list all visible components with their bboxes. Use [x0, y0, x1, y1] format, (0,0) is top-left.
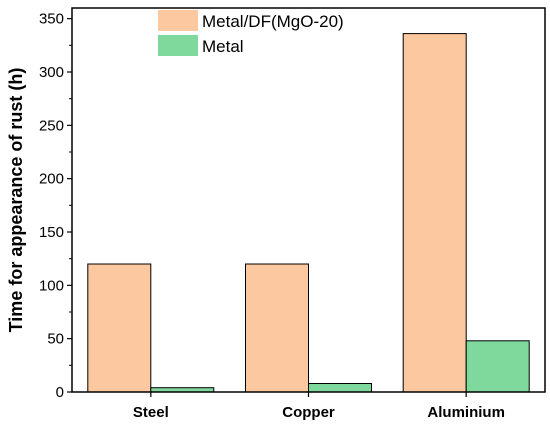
y-axis-title: Time for appearance of rust (h) [6, 68, 26, 333]
bar-steel-series-1 [87, 263, 152, 393]
bar-copper-series-2 [308, 383, 372, 393]
legend-swatch-1 [158, 10, 198, 31]
legend-label-2: Metal [202, 37, 244, 56]
x-tick-label-steel: Steel [133, 404, 169, 421]
y-tick-label: 100 [39, 277, 64, 294]
y-tick-label: 150 [39, 224, 64, 241]
y-tick-label: 250 [39, 117, 64, 134]
x-tick-label-copper: Copper [282, 404, 335, 421]
legend-swatch-2 [158, 35, 198, 56]
y-tick-label: 200 [39, 171, 64, 188]
bar-copper-series-1 [245, 263, 309, 393]
x-tick-label-aluminium: Aluminium [427, 404, 505, 421]
bar-aluminium-series-2 [465, 340, 530, 393]
y-tick-label: 50 [47, 331, 64, 348]
legend: Metal/DF(MgO-20) Metal [158, 10, 344, 56]
y-tick-label: 300 [39, 64, 64, 81]
ticks-layer: 0 50 100 150 200 250 300 350 Steel Copper Aluminiu… [39, 11, 505, 421]
y-tick-label: 0 [56, 384, 64, 401]
bars-layer [87, 33, 530, 393]
legend-label-1: Metal/DF(MgO-20) [202, 12, 344, 31]
y-tick-label: 350 [39, 11, 64, 28]
bar-aluminium-series-1 [402, 33, 467, 393]
